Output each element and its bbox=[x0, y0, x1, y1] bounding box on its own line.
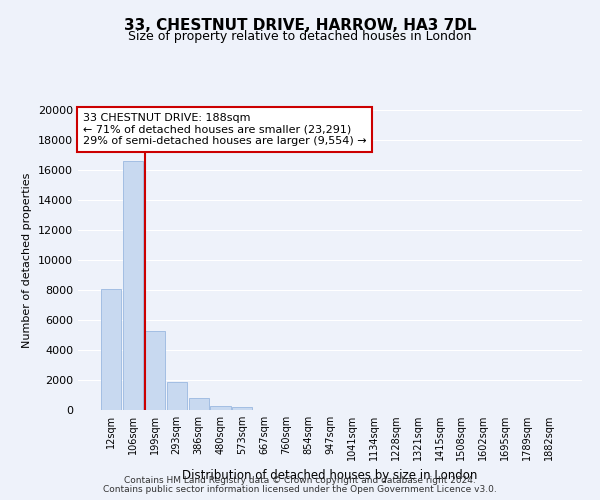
Text: Contains HM Land Registry data © Crown copyright and database right 2024.: Contains HM Land Registry data © Crown c… bbox=[124, 476, 476, 485]
Text: 33, CHESTNUT DRIVE, HARROW, HA3 7DL: 33, CHESTNUT DRIVE, HARROW, HA3 7DL bbox=[124, 18, 476, 32]
Bar bbox=[123, 161, 143, 410]
Bar bbox=[167, 382, 187, 410]
Bar bbox=[211, 406, 230, 410]
Text: Contains public sector information licensed under the Open Government Licence v3: Contains public sector information licen… bbox=[103, 485, 497, 494]
Bar bbox=[101, 288, 121, 410]
Text: 33 CHESTNUT DRIVE: 188sqm
← 71% of detached houses are smaller (23,291)
29% of s: 33 CHESTNUT DRIVE: 188sqm ← 71% of detac… bbox=[83, 113, 367, 146]
Y-axis label: Number of detached properties: Number of detached properties bbox=[22, 172, 32, 348]
X-axis label: Distribution of detached houses by size in London: Distribution of detached houses by size … bbox=[182, 468, 478, 481]
Bar bbox=[145, 330, 165, 410]
Bar bbox=[232, 408, 253, 410]
Bar bbox=[188, 398, 209, 410]
Text: Size of property relative to detached houses in London: Size of property relative to detached ho… bbox=[128, 30, 472, 43]
